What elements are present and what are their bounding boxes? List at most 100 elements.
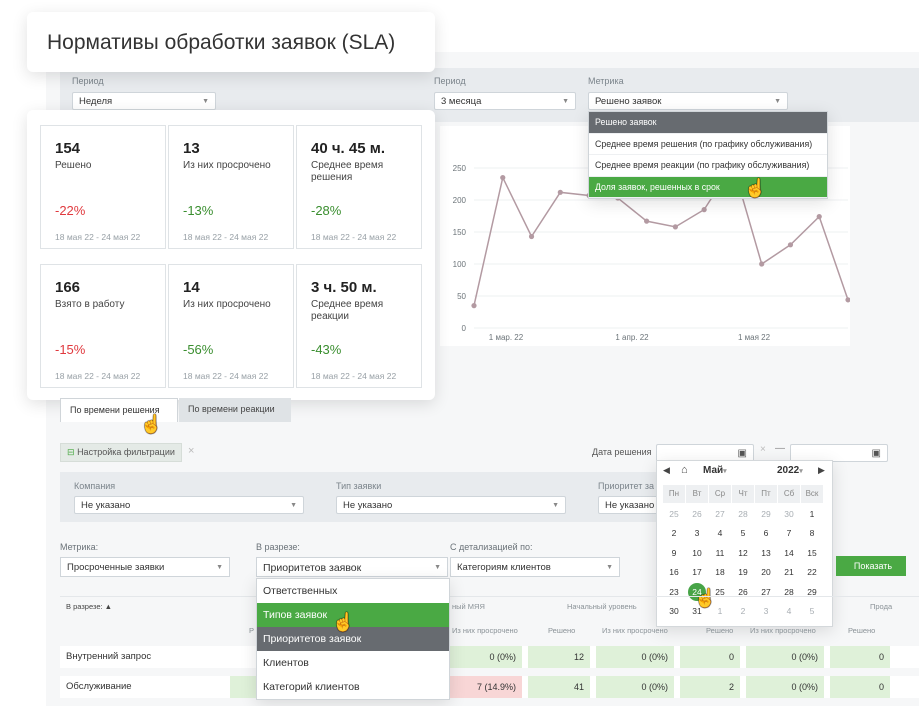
data-point[interactable] (787, 242, 794, 248)
metric-option[interactable]: Среднее время решения (по графику обслуж… (589, 134, 827, 155)
calendar-day[interactable]: 26 (738, 586, 748, 597)
calendar-day[interactable]: 18 (715, 567, 725, 577)
chevron-down-icon: ▼ (774, 98, 781, 105)
close-icon[interactable]: × (760, 444, 766, 455)
x-tick-label: 1 мар. 22 (489, 333, 524, 342)
calendar-day[interactable]: 4 (786, 606, 792, 616)
close-icon[interactable]: × (188, 445, 195, 457)
calendar-day[interactable]: 25 (669, 508, 679, 519)
calendar-day[interactable]: 10 (692, 547, 702, 558)
calendar-day[interactable]: 20 (761, 567, 771, 577)
data-point[interactable] (644, 218, 650, 224)
calendar-day[interactable]: 22 (807, 567, 817, 577)
tab-resolution-time[interactable]: По времени решения (60, 398, 178, 422)
calendar-day[interactable]: 5 (740, 528, 746, 538)
calendar-day[interactable]: 27 (715, 508, 725, 519)
data-point[interactable] (500, 175, 506, 181)
calendar-day[interactable]: 2 (740, 606, 746, 616)
calendar-day[interactable]: 11 (715, 547, 725, 558)
calendar-day[interactable]: 29 (761, 508, 771, 519)
series-line (473, 163, 849, 306)
tab-reaction-time[interactable]: По времени реакции (179, 398, 291, 422)
priority-select[interactable]: Не указано (598, 496, 658, 514)
chevron-down-icon: ▼ (216, 564, 223, 571)
data-point[interactable] (557, 189, 563, 195)
calendar-day[interactable]: 21 (784, 567, 794, 577)
data-point[interactable] (759, 261, 765, 267)
calendar-day[interactable]: 3 (763, 606, 769, 616)
next-month-icon[interactable]: ▶ (818, 465, 825, 475)
type-select[interactable]: Не указано ▼ (336, 496, 566, 514)
section-option[interactable]: Категорий клиентов (263, 681, 360, 693)
calendar-day[interactable]: 26 (692, 508, 702, 519)
kpi-label: Среднее время решения (311, 160, 384, 183)
calendar-day[interactable]: 2 (671, 528, 677, 538)
calendar-day[interactable]: 30 (669, 606, 679, 616)
calendar-day[interactable]: 14 (784, 547, 794, 558)
group-header: Начальный уровень (567, 602, 637, 611)
home-icon[interactable]: ⌂ (681, 464, 688, 476)
month-select[interactable]: Май▾ (703, 465, 727, 476)
calendar-day[interactable]: 31 (692, 606, 702, 616)
show-button[interactable]: Показать (848, 556, 898, 576)
calendar-day[interactable]: 8 (809, 528, 815, 538)
kpi-change: -56% (183, 342, 214, 357)
date-separator: — (775, 443, 785, 454)
detail-select[interactable]: Категориям клиентов ▼ (450, 557, 620, 577)
row-label: Обслуживание (66, 681, 132, 692)
kpi-change: -13% (183, 203, 214, 218)
metric-option[interactable]: Решено заявок (589, 112, 827, 134)
calendar-day[interactable]: 7 (786, 528, 792, 538)
calendar-day[interactable]: 12 (738, 547, 748, 558)
period-select[interactable]: 3 месяца ▼ (434, 92, 576, 110)
calendar-day[interactable]: 1 (717, 606, 723, 616)
prev-month-icon[interactable]: ◀ (663, 465, 670, 475)
y-tick-label: 250 (453, 164, 467, 173)
calendar-day[interactable]: 27 (761, 586, 771, 597)
section-option[interactable]: Приоритетов заявок (257, 627, 449, 651)
data-point[interactable] (471, 303, 477, 309)
calendar-day[interactable]: 9 (671, 547, 677, 558)
metric-option[interactable]: Среднее время реакции (по графику обслуж… (589, 155, 827, 177)
collapse-icon: ⊟ (67, 447, 75, 457)
calendar-day[interactable]: 28 (738, 508, 748, 519)
metric-select[interactable]: Решено заявок ▼ (588, 92, 788, 110)
calendar-day[interactable]: 13 (761, 547, 771, 558)
calendar-day[interactable]: 28 (784, 586, 794, 597)
section-option[interactable]: Типов заявок (257, 603, 449, 627)
priority-value: Не указано (605, 500, 655, 511)
calendar-day[interactable]: 23 (669, 586, 679, 597)
filter-settings-toggle[interactable]: ⊟ Настройка фильтрации (60, 443, 182, 462)
calendar-day[interactable]: 5 (809, 606, 815, 616)
calendar-day[interactable]: 16 (669, 567, 679, 577)
section-select[interactable]: Приоритетов заявок ▼ (256, 557, 448, 577)
data-point[interactable] (672, 224, 678, 230)
data-point[interactable] (528, 233, 535, 240)
data-point[interactable] (816, 214, 822, 220)
year-select[interactable]: 2022▾ (777, 465, 803, 476)
calendar-day[interactable]: 6 (763, 528, 769, 538)
calendar-day[interactable]: 15 (807, 547, 817, 558)
year-label: 2022 (777, 465, 800, 476)
section-label: В разрезе: (256, 542, 300, 552)
left-period-select[interactable]: Неделя ▼ (72, 92, 216, 110)
calendar-day[interactable]: 25 (715, 586, 725, 597)
calendar-day[interactable]: 4 (717, 528, 723, 538)
date-to-input[interactable]: ▣ (790, 444, 888, 462)
calendar-day[interactable]: 1 (809, 508, 815, 519)
calendar-day[interactable]: 29 (807, 586, 817, 597)
kpi-card: 13 Из них просрочено -13% 18 мая 22 - 24… (168, 125, 294, 249)
data-point[interactable] (845, 297, 851, 303)
table-sort-header[interactable]: В разрезе: ▲ (66, 602, 113, 611)
calendar-day[interactable]: 17 (692, 567, 702, 577)
calendar-day[interactable]: 30 (784, 508, 794, 519)
section-option[interactable]: Клиентов (263, 657, 309, 669)
company-select[interactable]: Не указано ▼ (74, 496, 304, 514)
data-point[interactable] (701, 207, 707, 213)
calendar-day[interactable]: 3 (694, 528, 700, 538)
metric-option[interactable]: Доля заявок, решенных в срок (589, 176, 827, 198)
metric-select-bottom[interactable]: Просроченные заявки ▼ (60, 557, 230, 577)
calendar-day[interactable]: 19 (738, 567, 748, 577)
kpi-card: 3 ч. 50 м. Среднее время реакции -43% 18… (296, 264, 422, 388)
section-option[interactable]: Ответственных (263, 585, 338, 597)
